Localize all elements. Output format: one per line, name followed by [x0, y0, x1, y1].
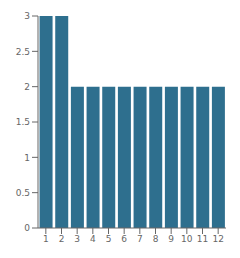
svg-text:10: 10 [181, 234, 193, 244]
svg-text:3: 3 [74, 234, 80, 244]
svg-text:2: 2 [24, 82, 30, 92]
svg-text:1.5: 1.5 [16, 117, 30, 127]
svg-text:8: 8 [153, 234, 159, 244]
svg-text:11: 11 [197, 234, 208, 244]
svg-text:9: 9 [168, 234, 174, 244]
svg-text:3: 3 [24, 11, 30, 21]
svg-text:2: 2 [59, 234, 65, 244]
svg-text:0: 0 [24, 223, 30, 233]
svg-text:7: 7 [137, 234, 143, 244]
svg-text:6: 6 [121, 234, 127, 244]
svg-text:2.5: 2.5 [16, 47, 30, 57]
svg-text:1: 1 [24, 153, 30, 163]
svg-text:12: 12 [212, 234, 223, 244]
svg-text:0.5: 0.5 [16, 188, 30, 198]
svg-text:1: 1 [43, 234, 49, 244]
svg-text:4: 4 [90, 234, 96, 244]
svg-text:5: 5 [106, 234, 112, 244]
